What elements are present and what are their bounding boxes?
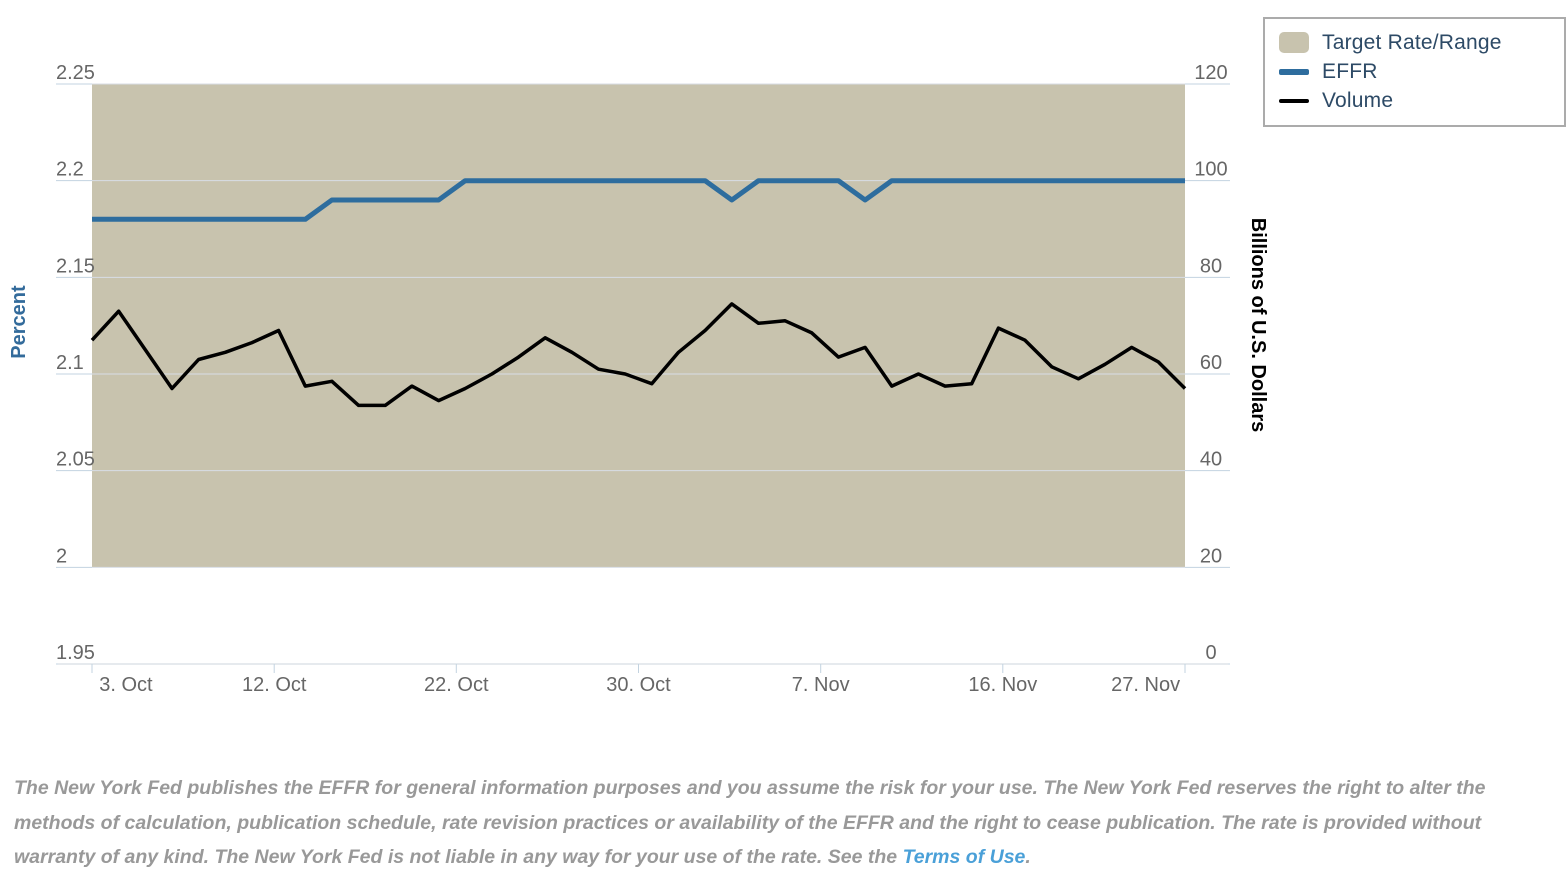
left-axis-title: Percent bbox=[8, 285, 30, 359]
terms-of-use-link[interactable]: Terms of Use bbox=[902, 846, 1026, 868]
disclaimer-body: The New York Fed publishes the EFFR for … bbox=[14, 777, 1486, 868]
legend-label-volume: Volume bbox=[1322, 88, 1394, 112]
x-axis-labels: 3. Oct 12. Oct 22. Oct 30. Oct 7. Nov 16. Nov… bbox=[99, 674, 1180, 696]
y-axis-right-tick-label: 60 bbox=[1200, 352, 1222, 374]
x-axis-tick-label: 12. Oct bbox=[242, 674, 307, 696]
y-axis-right-labels: 120 100 80 60 40 20 0 bbox=[1185, 62, 1230, 665]
x-axis-tick-label: 3. Oct bbox=[99, 674, 153, 696]
y-axis-right-tick-label: 100 bbox=[1194, 159, 1227, 181]
y-axis-right-tick-label: 20 bbox=[1200, 545, 1222, 567]
x-axis-tick-label: 27. Nov bbox=[1111, 674, 1180, 696]
effr-volume-chart[interactable]: 2.25 2.2 2.15 2.1 2.05 2 1.95 120 100 80 60 40 20 0 3.… bbox=[0, 0, 1566, 760]
legend-item-effr[interactable]: EFFR bbox=[1279, 57, 1556, 86]
volume-line[interactable] bbox=[90, 302, 1187, 408]
y-axis-left-tick-label: 2.1 bbox=[56, 352, 84, 374]
x-axis-tick-label: 7. Nov bbox=[792, 674, 850, 696]
x-axis-tick-label: 22. Oct bbox=[424, 674, 489, 696]
y-axis-left-tick-label: 1.95 bbox=[56, 642, 95, 664]
y-axis-right-tick-label: 80 bbox=[1200, 255, 1222, 277]
disclaimer-text: The New York Fed publishes the EFFR for … bbox=[14, 771, 1546, 875]
target-range-swatch-icon bbox=[1279, 32, 1309, 53]
y-axis-left-tick-label: 2 bbox=[56, 545, 67, 567]
y-axis-left-labels: 2.25 2.2 2.15 2.1 2.05 2 1.95 bbox=[56, 62, 95, 665]
legend-item-target-range[interactable]: Target Rate/Range bbox=[1279, 28, 1556, 57]
x-axis-tick-label: 30. Oct bbox=[606, 674, 671, 696]
legend-item-volume[interactable]: Volume bbox=[1279, 86, 1556, 115]
y-axis-left-tick-label: 2.2 bbox=[56, 159, 84, 181]
y-axis-right-tick-label: 40 bbox=[1200, 449, 1222, 471]
y-axis-left-tick-label: 2.25 bbox=[56, 62, 95, 84]
effr-line[interactable] bbox=[92, 178, 1185, 222]
right-axis-title: Billions of U.S. Dollars bbox=[1247, 218, 1269, 432]
y-axis-left-tick-label: 2.05 bbox=[56, 449, 95, 471]
disclaimer-suffix: . bbox=[1025, 846, 1031, 868]
x-axis-ticks bbox=[91, 664, 1186, 673]
y-axis-right-tick-label: 120 bbox=[1194, 62, 1227, 84]
y-axis-right-tick-label: 0 bbox=[1205, 642, 1216, 664]
legend-label-target-range: Target Rate/Range bbox=[1322, 30, 1502, 54]
legend-label-effr: EFFR bbox=[1322, 59, 1378, 83]
effr-line-swatch-icon bbox=[1279, 68, 1309, 75]
x-axis-tick-label: 16. Nov bbox=[968, 674, 1037, 696]
chart-legend: Target Rate/Range EFFR Volume bbox=[1263, 17, 1566, 127]
target-range-band bbox=[92, 84, 1185, 568]
volume-line-swatch-icon bbox=[1279, 98, 1309, 103]
y-axis-left-tick-label: 2.15 bbox=[56, 255, 95, 277]
